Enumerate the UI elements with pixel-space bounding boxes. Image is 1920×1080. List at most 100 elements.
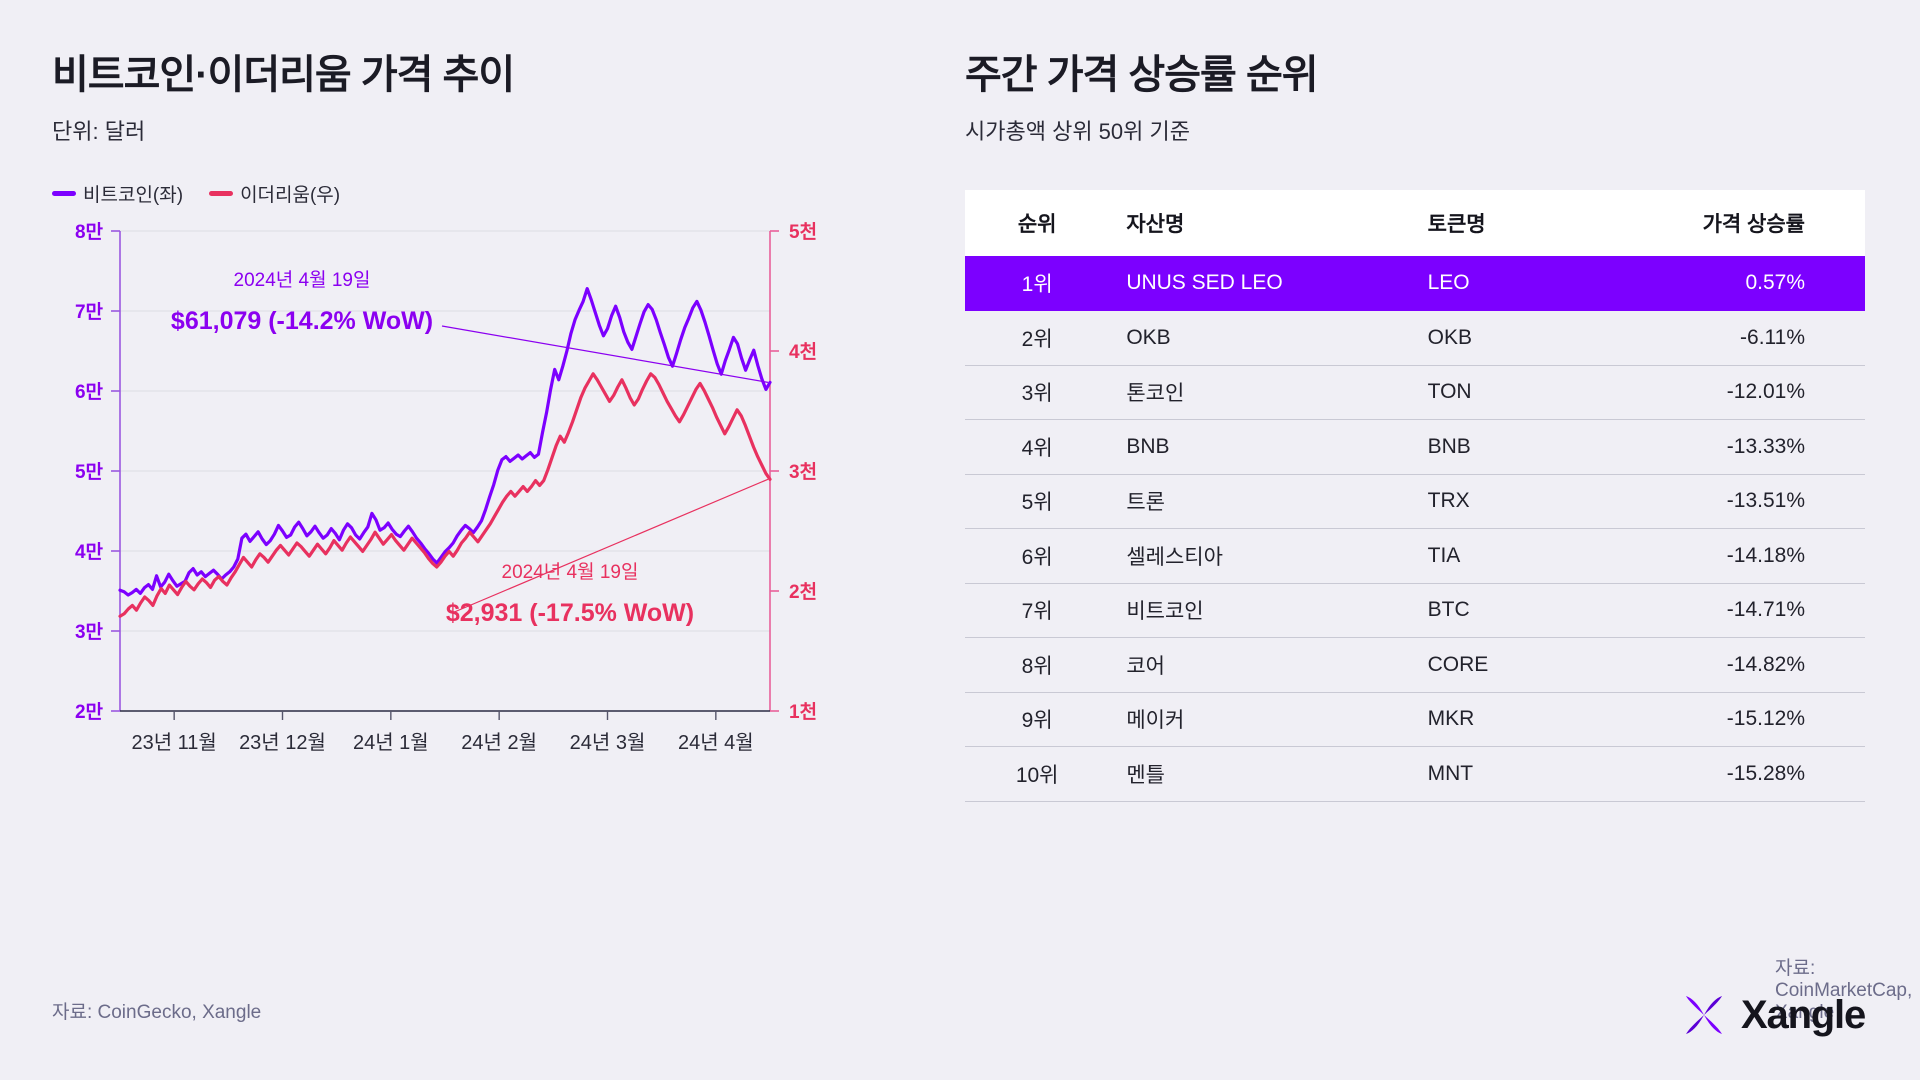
table-row[interactable]: 7위 비트코인 BTC -14.71% xyxy=(965,583,1865,638)
col-header-change: 가격 상승률 xyxy=(1601,190,1865,256)
y-axis-left-tick: 8만 xyxy=(75,221,104,243)
cell-token: BTC xyxy=(1417,583,1602,638)
cell-rank: 3위 xyxy=(965,365,1092,420)
cell-asset: UNUS SED LEO xyxy=(1091,256,1418,311)
cell-change: 0.57% xyxy=(1601,256,1865,311)
cell-token: TON xyxy=(1417,365,1602,420)
xangle-mark-icon xyxy=(1686,996,1723,1034)
table-row[interactable]: 3위 톤코인 TON -12.01% xyxy=(965,365,1865,420)
cell-change: -13.33% xyxy=(1601,419,1865,475)
annotation-value-bitcoin: $61,079 (-14.2% WoW) xyxy=(171,307,433,335)
annotation-date-bitcoin: 2024년 4월 19일 xyxy=(234,269,371,291)
cell-change: -14.71% xyxy=(1601,583,1865,638)
ranking-subtitle: 시가총액 상위 50위 기준 xyxy=(965,119,1190,144)
table-row[interactable]: 1위 UNUS SED LEO LEO 0.57% xyxy=(965,256,1865,311)
cell-token: MNT xyxy=(1417,746,1602,802)
legend-swatch-bitcoin xyxy=(52,191,76,196)
chart-source-label: 자료: CoinGecko, Xangle xyxy=(52,1002,262,1023)
cell-rank: 7위 xyxy=(965,583,1092,638)
chart-panel: 비트코인·이더리움 가격 추이 단위: 달러 비트코인(좌) 이더리움(우) 2… xyxy=(52,53,965,1023)
legend-label-bitcoin: 비트코인(좌) xyxy=(83,185,184,206)
xangle-wordmark: Xangle xyxy=(1741,992,1866,1037)
ranking-source-label: 자료: CoinMarketCap, Xangle xyxy=(1775,958,1913,1023)
series-line-ethereum xyxy=(118,372,772,618)
table-row[interactable]: 6위 셀레스티아 TIA -14.18% xyxy=(965,528,1865,584)
cell-asset: 톤코인 xyxy=(1091,365,1418,420)
cell-asset: BNB xyxy=(1091,419,1418,475)
table-header-row: 순위 자산명 토큰명 가격 상승률 xyxy=(965,190,1865,256)
chart-unit-label: 단위: 달러 xyxy=(52,119,146,144)
cell-asset: 셀레스티아 xyxy=(1091,528,1418,584)
cell-rank: 9위 xyxy=(965,692,1092,747)
cell-rank: 10위 xyxy=(965,746,1092,802)
annotation-value-ethereum: $2,931 (-17.5% WoW) xyxy=(446,599,694,627)
col-header-rank: 순위 xyxy=(965,190,1092,256)
cell-rank: 2위 xyxy=(965,310,1092,366)
cell-change: -15.12% xyxy=(1601,692,1865,747)
y-axis-left-tick: 5만 xyxy=(75,461,104,483)
cell-token: MKR xyxy=(1417,692,1602,747)
y-axis-left-tick: 7만 xyxy=(75,301,104,323)
xangle-logo: Xangle xyxy=(1681,992,1866,1038)
y-axis-left-tick: 6만 xyxy=(75,381,104,403)
chart-svg: 2만 3만 4만 5만 6만 7만 8만 1천 2천 3천 4천 5천 23년 11월 23년 12월 24… xyxy=(75,221,817,754)
chart-legend: 비트코인(좌) 이더리움(우) xyxy=(52,180,965,207)
y-axis-right-tick: 4천 xyxy=(789,341,817,363)
cell-rank: 1위 xyxy=(965,256,1092,311)
cell-rank: 5위 xyxy=(965,474,1092,529)
col-header-token: 토큰명 xyxy=(1417,190,1602,256)
cell-asset: 메이커 xyxy=(1091,692,1418,747)
table-body: 1위 UNUS SED LEO LEO 0.57% 2위 OKB OKB -6.11% 3위 톤코… xyxy=(965,256,1865,802)
table-row[interactable]: 9위 메이커 MKR -15.12% xyxy=(965,692,1865,747)
ranking-panel: 주간 가격 상승률 순위 시가총액 상위 50위 기준 순위 자산명 토큰명 가… xyxy=(965,0,1920,1080)
cell-change: -13.51% xyxy=(1601,474,1865,529)
table-row[interactable]: 10위 멘틀 MNT -15.28% xyxy=(965,746,1865,802)
x-axis-tick: 23년 11월 xyxy=(131,731,216,754)
series-line-bitcoin xyxy=(118,287,772,597)
cell-asset: 트론 xyxy=(1091,474,1418,529)
x-axis-tick: 24년 4월 xyxy=(678,731,754,754)
legend-swatch-ethereum xyxy=(209,191,234,196)
y-axis-left-tick: 2만 xyxy=(75,701,104,723)
table-row[interactable]: 4위 BNB BNB -13.33% xyxy=(965,419,1865,475)
table-header: 순위 자산명 토큰명 가격 상승률 xyxy=(965,190,1865,256)
cell-token: TRX xyxy=(1417,474,1602,529)
x-axis-tick: 24년 1월 xyxy=(353,731,429,754)
cell-rank: 8위 xyxy=(965,637,1092,693)
ranking-title: 주간 가격 상승률 순위 xyxy=(965,53,1319,97)
cell-asset: OKB xyxy=(1091,310,1418,366)
price-line-chart: 2만 3만 4만 5만 6만 7만 8만 1천 2천 3천 4천 5천 23년 11월 23년 12월 24… xyxy=(52,221,882,781)
y-axis-right-tick: 1천 xyxy=(789,701,817,723)
cell-change: -12.01% xyxy=(1601,365,1865,420)
annotation-date-ethereum: 2024년 4월 19일 xyxy=(502,561,639,583)
y-axis-left-tick: 3만 xyxy=(75,621,104,643)
legend-label-ethereum: 이더리움(우) xyxy=(240,185,341,206)
page-title: 비트코인·이더리움 가격 추이 xyxy=(52,53,515,97)
y-axis-right-tick: 2천 xyxy=(789,581,817,603)
table-row[interactable]: 5위 트론 TRX -13.51% xyxy=(965,474,1865,529)
cell-rank: 6위 xyxy=(965,528,1092,584)
cell-asset: 비트코인 xyxy=(1091,583,1418,638)
legend-item-ethereum: 이더리움(우) xyxy=(209,180,340,207)
cell-change: -6.11% xyxy=(1601,310,1865,366)
col-header-asset: 자산명 xyxy=(1091,190,1418,256)
x-axis-tick: 24년 2월 xyxy=(461,731,537,754)
ranking-table: 순위 자산명 토큰명 가격 상승률 1위 UNUS SED LEO LEO 0.57%… xyxy=(965,190,1865,802)
table-row[interactable]: 8위 코어 CORE -14.82% xyxy=(965,637,1865,693)
cell-token: OKB xyxy=(1417,310,1602,366)
cell-change: -14.18% xyxy=(1601,528,1865,584)
y-axis-left-tick: 4만 xyxy=(75,541,104,563)
legend-item-bitcoin: 비트코인(좌) xyxy=(52,180,183,207)
cell-token: BNB xyxy=(1417,419,1602,475)
y-axis-right-tick: 5천 xyxy=(789,221,817,243)
cell-asset: 코어 xyxy=(1091,637,1418,693)
cell-change: -14.82% xyxy=(1601,637,1865,693)
cell-asset: 멘틀 xyxy=(1091,746,1418,802)
cell-change: -15.28% xyxy=(1601,746,1865,802)
x-axis-tick: 24년 3월 xyxy=(570,731,646,754)
y-axis-right-tick: 3천 xyxy=(789,461,817,483)
cell-token: LEO xyxy=(1417,256,1602,311)
table-row[interactable]: 2위 OKB OKB -6.11% xyxy=(965,310,1865,366)
cell-rank: 4위 xyxy=(965,419,1092,475)
